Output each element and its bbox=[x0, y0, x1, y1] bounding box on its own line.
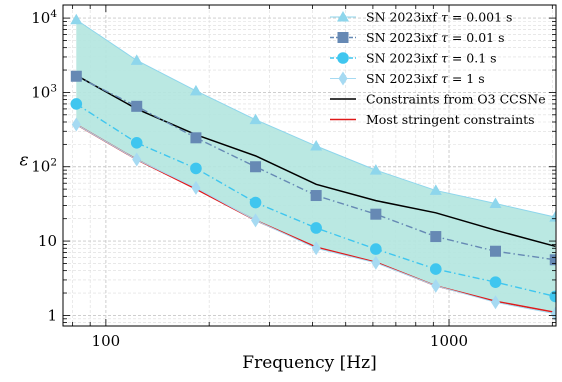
legend-label: Most stringent constraints bbox=[366, 112, 535, 127]
series-3 bbox=[70, 98, 556, 303]
x-tick-label: 1000 bbox=[430, 332, 468, 350]
series-point bbox=[550, 306, 556, 321]
series-point bbox=[70, 70, 82, 82]
axis-ticks: 100 1000 1 10 102 103 104 bbox=[31, 5, 556, 350]
series-point bbox=[250, 161, 262, 173]
series-point bbox=[490, 245, 502, 257]
series-point bbox=[249, 113, 262, 125]
legend-item: Most stringent constraints bbox=[330, 112, 535, 127]
legend-label: SN 2023ixf τ = 0.001 s bbox=[366, 10, 512, 25]
legend-label: SN 2023ixf τ = 0.1 s bbox=[366, 51, 497, 66]
series-point bbox=[71, 117, 81, 132]
series-point bbox=[369, 164, 382, 175]
series-2 bbox=[70, 70, 556, 266]
series-point bbox=[489, 276, 502, 288]
series-point bbox=[371, 255, 381, 270]
series-point bbox=[191, 180, 201, 195]
y-tick-label: 104 bbox=[31, 8, 57, 27]
series-point bbox=[370, 208, 382, 220]
series-point bbox=[491, 295, 501, 310]
legend-item: SN 2023ixf τ = 0.001 s bbox=[330, 10, 512, 25]
series-point bbox=[189, 84, 202, 96]
y-tick-label: 103 bbox=[31, 82, 57, 101]
legend-label: SN 2023ixf τ = 1 s bbox=[366, 71, 485, 86]
legend-item: Constraints from O3 CCSNe bbox=[330, 92, 546, 107]
legend-label: Constraints from O3 CCSNe bbox=[366, 92, 546, 107]
plot-area bbox=[70, 13, 556, 321]
legend-item: SN 2023ixf τ = 0.1 s bbox=[330, 51, 497, 66]
legend-swatch-marker bbox=[337, 11, 349, 22]
plot-frame bbox=[62, 4, 557, 327]
legend-swatch-marker bbox=[337, 32, 349, 43]
series-line bbox=[75, 103, 556, 298]
series-point bbox=[132, 152, 142, 167]
y-tick-label: 1 bbox=[47, 306, 57, 324]
series-point bbox=[549, 254, 556, 266]
series-point bbox=[549, 290, 556, 303]
series-point bbox=[431, 278, 441, 293]
x-tick-label: 100 bbox=[92, 332, 121, 350]
series-point bbox=[190, 162, 202, 175]
series-point bbox=[489, 197, 502, 209]
legend-label: SN 2023ixf τ = 0.01 s bbox=[366, 30, 505, 45]
series-point bbox=[130, 54, 143, 65]
series-point bbox=[311, 241, 321, 256]
y-tick-label: 102 bbox=[31, 157, 57, 176]
series-point bbox=[130, 136, 143, 149]
series-point bbox=[131, 100, 143, 112]
legend-swatch-marker bbox=[337, 52, 349, 64]
series-point bbox=[370, 243, 382, 255]
legend-swatch-marker bbox=[338, 71, 348, 86]
series-point bbox=[249, 196, 262, 209]
series-point bbox=[190, 132, 202, 144]
legend-item: SN 2023ixf τ = 0.01 s bbox=[330, 30, 505, 45]
legend: SN 2023ixf τ = 0.001 s SN 2023ixf τ = 0.0… bbox=[330, 10, 546, 127]
y-axis-label: ε bbox=[19, 151, 28, 171]
legend-item: SN 2023ixf τ = 1 s bbox=[330, 71, 485, 86]
series-point bbox=[430, 231, 442, 243]
x-axis-label: Frequency [Hz] bbox=[242, 353, 376, 373]
series-point bbox=[70, 98, 83, 110]
series-point bbox=[429, 263, 442, 275]
series-point bbox=[70, 13, 83, 25]
series-4 bbox=[71, 117, 556, 321]
series-point bbox=[310, 140, 323, 151]
series-point bbox=[310, 222, 322, 234]
series-point bbox=[310, 190, 322, 202]
y-tick-label: 10 bbox=[38, 232, 57, 250]
series-point bbox=[251, 213, 261, 228]
series-point bbox=[429, 184, 442, 195]
